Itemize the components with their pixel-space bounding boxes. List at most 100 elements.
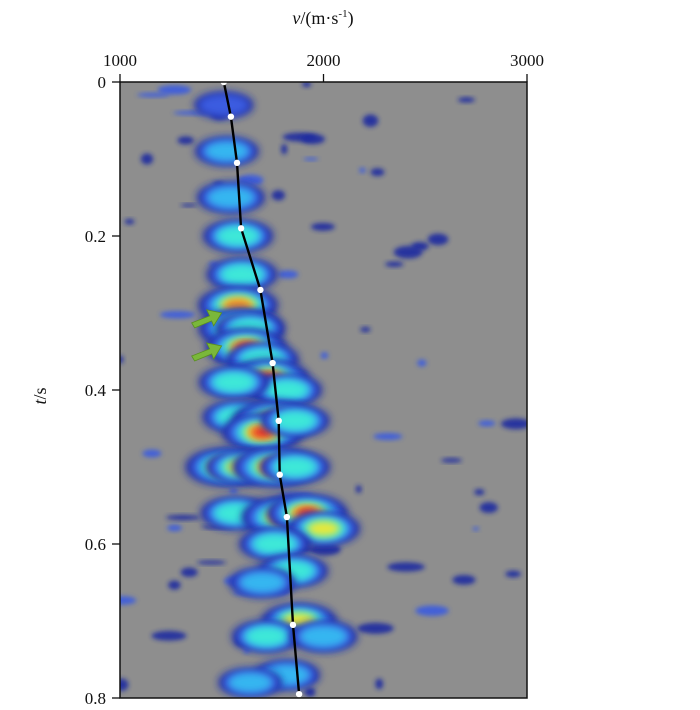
noise-patch [157, 85, 192, 95]
noise-patch [304, 687, 316, 698]
noise-patch [357, 622, 394, 634]
noise-patch [180, 567, 198, 577]
noise-patch [237, 174, 264, 186]
noise-patch [505, 570, 521, 578]
y-axis: 0 0.2 0.4 0.6 0.8 [85, 73, 120, 708]
noise-patch [417, 359, 427, 367]
y-tick-label: 0.4 [85, 381, 107, 400]
plot-background [120, 82, 527, 698]
energy-blob-layer [299, 625, 348, 648]
energy-blob [202, 219, 274, 253]
noise-patch [140, 153, 154, 165]
noise-patch [180, 203, 197, 207]
noise-patch [136, 92, 170, 98]
energy-blob-layer [221, 265, 263, 284]
energy-blob-layer [239, 572, 286, 593]
noise-patch [474, 488, 485, 496]
noise-patch [177, 136, 194, 145]
noise-patch [427, 233, 449, 246]
x-axis: 1000 2000 3000 [103, 51, 544, 82]
noise-patch [196, 560, 227, 565]
x-axis-title-unit: /(m·s [300, 8, 338, 29]
velocity-pick-point [257, 286, 264, 294]
energy-blob [206, 258, 278, 291]
annotation-arrow-icon [191, 309, 223, 329]
energy-blob [259, 450, 331, 484]
x-axis-title-exponent: -1 [338, 8, 347, 20]
noise-patch [167, 524, 182, 532]
annotation-arrow-icon [191, 342, 223, 362]
noise-patch [310, 222, 335, 231]
velocity-pick-point [227, 113, 235, 120]
velocity-pick-point [295, 690, 303, 698]
noise-patch [168, 580, 181, 590]
velocity-pick-point [275, 417, 282, 424]
y-tick-label: 0.8 [85, 689, 106, 708]
energy-blob [196, 181, 266, 214]
noise-patch [362, 114, 379, 128]
noise-patch [472, 526, 479, 531]
energy-blob-layer [266, 380, 307, 400]
noise-patch [370, 168, 385, 177]
noise-patch [320, 352, 329, 359]
noise-patch [142, 449, 162, 458]
noise-patch [393, 245, 423, 259]
y-axis-title-variable: t [30, 399, 50, 405]
noise-patch [300, 134, 325, 145]
energy-blob-layer [227, 672, 273, 693]
annotation-arrows [191, 309, 223, 362]
energy-blob-layer [198, 93, 250, 117]
noise-patch [229, 488, 239, 494]
x-tick-label: 3000 [510, 51, 544, 70]
noise-patch [355, 485, 362, 494]
energy-blob [289, 620, 358, 653]
x-tick-label: 2000 [307, 51, 341, 70]
noise-patch [359, 167, 366, 174]
energy-blob-layer [307, 520, 340, 537]
noise-patch [375, 678, 384, 690]
velocity-pick-point [269, 359, 276, 367]
y-axis-title-unit: /s [30, 387, 50, 399]
x-tick-label: 1000 [103, 51, 137, 70]
noise-patch [120, 355, 124, 364]
noise-patch [120, 596, 137, 605]
energy-blob [218, 668, 283, 697]
noise-patch [387, 562, 425, 572]
noise-patch [360, 326, 371, 333]
energy-blob-layer [274, 457, 316, 477]
noise-patch [151, 630, 187, 641]
x-axis-title-variable: v [292, 8, 300, 28]
velocity-pick-point [283, 513, 291, 521]
y-tick-label: 0.2 [85, 227, 106, 246]
energy-blob-layer [275, 411, 315, 430]
velocity-pick-point [220, 82, 227, 86]
noise-patch [281, 143, 288, 155]
noise-patch [478, 420, 496, 427]
energy-blob-layer [254, 534, 295, 554]
energy-blob [286, 511, 361, 546]
noise-patch [452, 575, 476, 585]
y-tick-label: 0.6 [85, 535, 106, 554]
energy-blob [198, 366, 270, 399]
velocity-pick-point [237, 225, 245, 232]
noise-patch [479, 502, 498, 514]
y-axis-title: t/s [30, 387, 50, 404]
noise-patch [120, 678, 129, 691]
noise-patch [373, 433, 403, 440]
energy-blob [194, 136, 259, 166]
velocity-pick-point [276, 471, 283, 478]
energy-blob [231, 620, 302, 653]
noise-patch [165, 514, 200, 521]
noise-patch [124, 218, 135, 225]
picked-velocity-curve [220, 82, 303, 698]
noise-patch [277, 270, 299, 279]
energy-blob [229, 567, 296, 598]
energy-blob-layer [213, 373, 255, 392]
energy-blob [194, 91, 254, 119]
noise-patch [441, 458, 462, 463]
semblance-energy-blobs [185, 91, 361, 697]
x-axis-title: v/(m·s-1) [292, 8, 353, 29]
energy-blob-layer [224, 298, 252, 312]
noise-patch [159, 310, 196, 319]
